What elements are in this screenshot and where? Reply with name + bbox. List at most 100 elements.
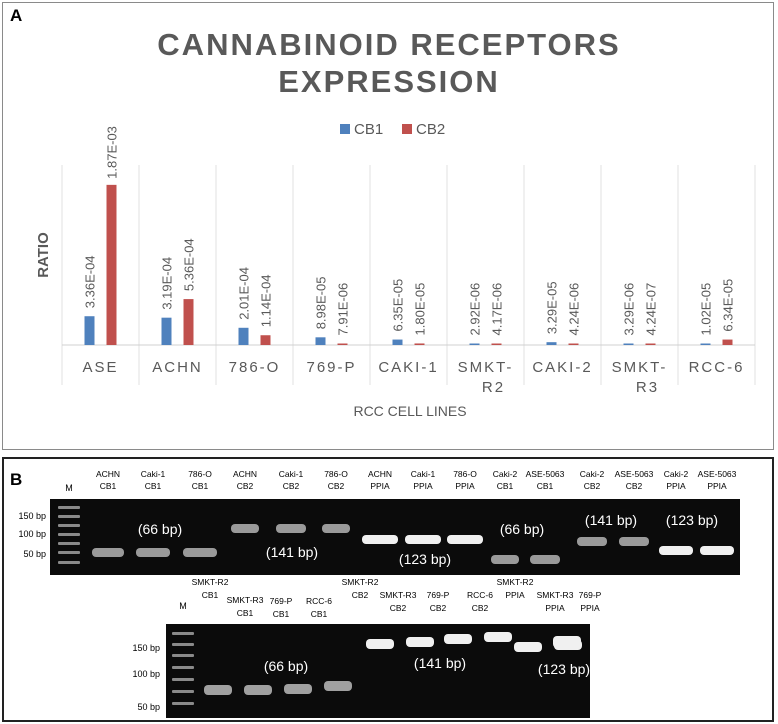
bar-cb2-smkt-r3	[645, 343, 656, 345]
bar-cb1-rcc-6	[700, 343, 711, 345]
bar-cb1-ase	[84, 316, 95, 345]
gel-1-band	[92, 548, 124, 557]
gel-1-lane-label: CB1	[100, 481, 117, 491]
gel-1-lane-label: PPIA	[666, 481, 686, 491]
bar-cb2-achn	[183, 299, 194, 345]
gel-2-lane-label: SMKT-R2	[342, 577, 379, 587]
data-label-cb2-smkt-r3: 4.24E-07	[644, 283, 659, 336]
gel-1-size-label: (141 bp)	[585, 512, 637, 528]
gel-1-lane-label: Caki-1	[279, 469, 304, 479]
x-tick-label-caki-2: CAKI-2	[532, 359, 592, 376]
bar-cb1-769-p	[315, 337, 326, 345]
chart-title-line-2: EXPRESSION	[278, 64, 500, 99]
ladder-band	[172, 643, 194, 646]
bar-cb1-786-o	[238, 327, 249, 345]
ladder-band	[58, 506, 80, 509]
gel-1-band	[700, 546, 734, 555]
bar-cb2-caki-2	[568, 343, 579, 345]
gel-1-lane-label: ACHN	[233, 469, 257, 479]
gel-2-band	[324, 681, 352, 691]
gel-1-size-label: (66 bp)	[500, 521, 544, 537]
gel-1-ladder-label: 100 bp	[18, 529, 46, 539]
gel-2-image	[166, 624, 590, 718]
gel-1-lane-label: Caki-2	[580, 469, 605, 479]
gel-2-lane-label: CB1	[237, 608, 254, 618]
data-label-cb2-ase: 1.87E-03	[105, 126, 120, 179]
panel-a	[2, 2, 774, 450]
ladder-band	[172, 702, 194, 705]
gel-1-lane-label: 786-O	[324, 469, 348, 479]
gel-2-lane-label: SMKT-R3	[227, 595, 264, 605]
legend-swatch-cb1	[340, 124, 350, 134]
ladder-band	[58, 533, 80, 536]
gel-1-size-label: (123 bp)	[399, 551, 451, 567]
gel-2-lane-label: CB1	[311, 609, 328, 619]
ladder-band	[58, 561, 80, 564]
bar-cb1-caki-2	[546, 342, 557, 345]
gel-1-band	[322, 524, 350, 533]
gel-1-lane-label: ACHN	[96, 469, 120, 479]
gel-1-lane-label: CB2	[283, 481, 300, 491]
gel-2-band	[366, 639, 394, 649]
gel-1-lane-label: CB2	[328, 481, 345, 491]
gel-2-band	[484, 632, 512, 642]
chart-title-line-1: CANNABINOID RECEPTORS	[157, 27, 620, 62]
bar-cb1-caki-1	[392, 339, 403, 345]
gel-2-band	[514, 642, 542, 652]
y-axis-label: RATIO	[35, 232, 52, 278]
gel-1-marker-label: M	[65, 483, 73, 493]
gel-2-ladder-label: 100 bp	[132, 669, 160, 679]
data-label-cb1-ase: 3.36E-04	[83, 255, 98, 308]
gel-2-band	[204, 685, 232, 695]
bar-cb2-786-o	[260, 335, 271, 345]
gel-1-band	[491, 555, 519, 564]
gel-2-lane-label: 769-P	[427, 590, 450, 600]
x-tick-label-rcc-6: RCC-6	[689, 359, 745, 376]
gel-1-size-label: (123 bp)	[666, 512, 718, 528]
gel-1-ladder-label: 50 bp	[23, 549, 46, 559]
panel-b-label: B	[10, 470, 23, 489]
ladder-band	[58, 551, 80, 554]
gel-1-band	[530, 555, 560, 564]
legend-swatch-cb2	[402, 124, 412, 134]
gel-1-lane-label: CB1	[145, 481, 162, 491]
legend-label-cb1: CB1	[354, 121, 383, 138]
data-label-cb2-769-p: 7.91E-06	[336, 283, 351, 336]
gel-1-lane-label: CB2	[237, 481, 254, 491]
gel-2-lane-label: 769-P	[270, 596, 293, 606]
gel-2-lane-label: CB1	[202, 590, 219, 600]
ladder-band	[172, 654, 194, 657]
gel-1-lane-label: PPIA	[413, 481, 433, 491]
gel-1-lane-label: Caki-2	[493, 469, 518, 479]
bar-cb2-rcc-6	[722, 339, 733, 345]
gel-2-lane-label: CB2	[472, 603, 489, 613]
gel-1-band	[231, 524, 259, 533]
data-label-cb1-achn: 3.19E-04	[160, 257, 175, 310]
ladder-band	[58, 542, 80, 545]
gel-1-lane-label: Caki-2	[664, 469, 689, 479]
bar-cb2-smkt-r2	[491, 343, 502, 345]
gel-2-lane-label: 769-P	[579, 590, 602, 600]
gel-2-band	[406, 637, 434, 647]
x-tick-label-smkt-r2: R2	[482, 379, 505, 396]
gel-2-lane-label: RCC-6	[467, 590, 493, 600]
data-label-cb2-smkt-r2: 4.17E-06	[490, 283, 505, 336]
gel-1-lane-label: PPIA	[370, 481, 390, 491]
ladder-band	[172, 632, 194, 635]
gel-1-size-label: (66 bp)	[138, 521, 182, 537]
data-label-cb1-caki-2: 3.29E-05	[545, 281, 560, 334]
gel-1-lane-label: ACHN	[368, 469, 392, 479]
gel-1-lane-label: CB1	[192, 481, 209, 491]
gel-1-ladder-label: 150 bp	[18, 511, 46, 521]
gel-1-band	[136, 548, 170, 557]
gel-2-lane-label: SMKT-R3	[380, 590, 417, 600]
x-tick-label-caki-1: CAKI-1	[378, 359, 438, 376]
gel-2-band	[244, 685, 272, 695]
x-tick-label-smkt-r2: SMKT-	[458, 359, 514, 376]
bar-cb1-smkt-r2	[469, 343, 480, 345]
gel-2-size-label: (66 bp)	[264, 658, 308, 674]
x-tick-label-smkt-r3: SMKT-	[612, 359, 668, 376]
gel-1-band	[577, 537, 607, 546]
gel-1-band	[362, 535, 398, 544]
